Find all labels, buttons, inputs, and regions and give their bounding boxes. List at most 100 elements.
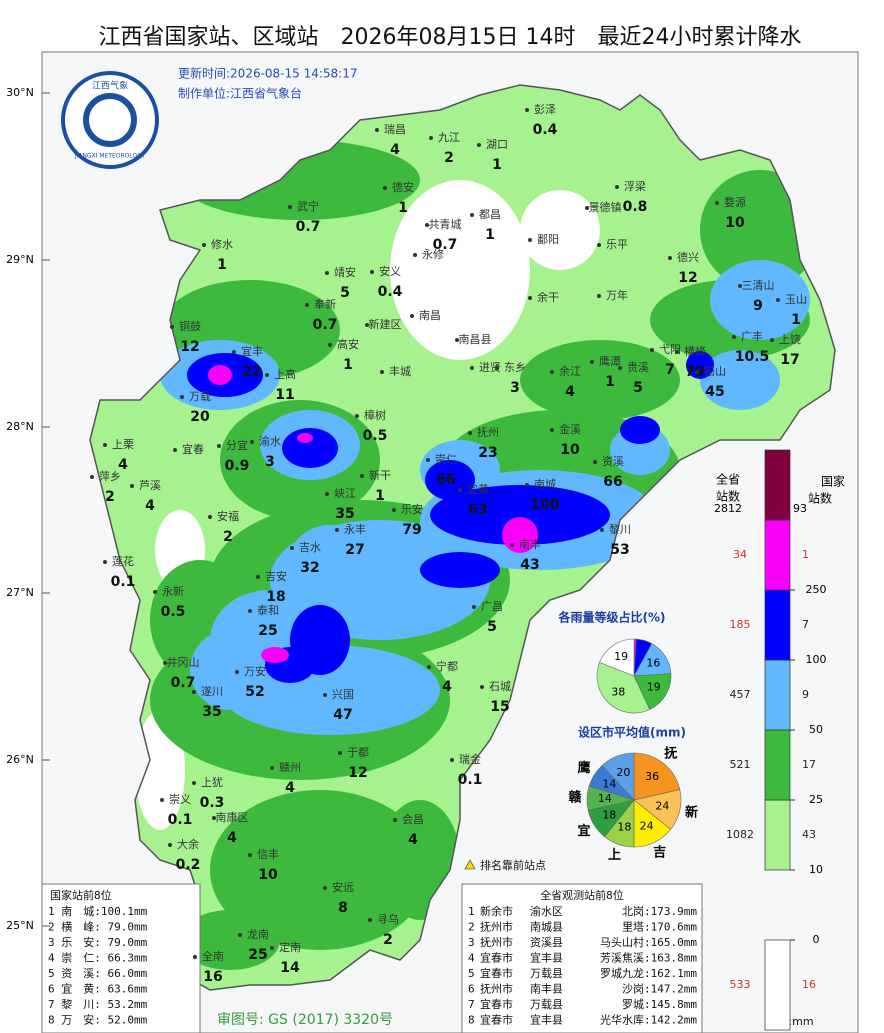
bin-national: 1 xyxy=(802,548,809,561)
place-value: 2 xyxy=(444,150,454,166)
station-dot xyxy=(180,395,184,399)
table-cell: 马头山村:165.0mm xyxy=(600,935,697,949)
station-dot xyxy=(550,428,554,432)
station-dot xyxy=(615,185,619,189)
slice-name: 宜 xyxy=(578,823,591,839)
place-name: 奉新 xyxy=(314,297,336,311)
place-name: 南康区 xyxy=(216,810,249,824)
place-value: 2 xyxy=(105,489,115,505)
legend-bin xyxy=(764,799,791,871)
slice-value: 24 xyxy=(640,819,654,832)
place-name: 湖口 xyxy=(486,138,508,151)
station-dot xyxy=(383,186,387,190)
place-value: 100 xyxy=(530,497,559,513)
place-name: 南昌县 xyxy=(459,333,492,346)
station-dot xyxy=(410,314,414,318)
place-name: 横峰 xyxy=(684,344,706,358)
place-value: 0.4 xyxy=(378,284,403,300)
slice-value: 20 xyxy=(616,766,630,779)
logo-english: JIANGXI METEOROLOGY xyxy=(74,153,146,160)
place-name: 上高 xyxy=(274,367,296,381)
rain-area xyxy=(261,647,289,663)
lat-label: 29°N xyxy=(6,253,34,266)
station-dot xyxy=(590,360,594,364)
station-dot xyxy=(192,690,196,694)
place-name: 上饶 xyxy=(779,333,801,346)
slice-name: 吉 xyxy=(653,846,666,861)
table-row: 6 宜 黄: 63.6mm xyxy=(48,982,148,996)
slice-name: 赣 xyxy=(569,789,583,805)
slice-name: 抚 xyxy=(664,745,677,761)
place-name: 峡江 xyxy=(334,486,356,500)
place-name: 大余 xyxy=(177,837,199,851)
place-name: 余江 xyxy=(559,364,581,378)
station-dot xyxy=(738,284,742,288)
station-dot xyxy=(370,270,374,274)
slice-value: 19 xyxy=(614,650,628,663)
station-dot xyxy=(510,543,514,547)
legend-header: 国家 xyxy=(821,474,845,489)
place-name: 铅山 xyxy=(704,364,726,378)
station-dot xyxy=(477,143,481,147)
place-name: 泰和 xyxy=(257,603,279,617)
place-value: 9 xyxy=(753,298,763,314)
place-value: 0.8 xyxy=(623,199,648,215)
place-value: 25 xyxy=(248,947,267,963)
station-dot xyxy=(368,918,372,922)
place-value: 4 xyxy=(565,384,575,400)
place-name: 井冈山 xyxy=(167,655,200,669)
place-value: 2 xyxy=(383,932,393,948)
table-row: 1 南 城:100.1mm xyxy=(48,905,148,918)
slice-value: 18 xyxy=(617,821,631,834)
table-row: 8 万 安: 52.0mm xyxy=(48,1013,148,1027)
table-cell: 2 xyxy=(468,921,475,934)
legend-bin xyxy=(764,659,791,731)
place-value: 23 xyxy=(478,445,497,461)
table-cell: 里塔:170.6mm xyxy=(622,921,697,934)
rain-area xyxy=(297,433,313,443)
table-cell: 南城县 xyxy=(530,921,563,934)
place-name: 全南 xyxy=(202,949,224,963)
station-dot xyxy=(153,590,157,594)
station-dot xyxy=(429,136,433,140)
place-name: 宜黄 xyxy=(467,482,489,496)
rain-field xyxy=(90,85,835,990)
legend-tick-label: 25 xyxy=(809,793,823,806)
station-dot xyxy=(323,693,327,697)
table-title: 国家站前8位 xyxy=(50,888,112,902)
place-name: 万安 xyxy=(244,664,266,678)
place-value: 1 xyxy=(343,357,353,373)
rain-area xyxy=(700,350,780,410)
lat-label: 30°N xyxy=(6,86,34,99)
place-value: 16 xyxy=(203,969,222,985)
place-name: 武宁 xyxy=(297,199,319,213)
place-value: 18 xyxy=(266,589,285,605)
place-name: 石城 xyxy=(489,680,511,693)
place-name: 玉山 xyxy=(785,293,807,306)
station-dot xyxy=(597,243,601,247)
rain-area xyxy=(710,260,810,340)
place-name: 新建区 xyxy=(369,317,402,331)
rain-area xyxy=(620,416,660,444)
table-cell: 南丰县 xyxy=(530,983,563,996)
place-value: 25 xyxy=(258,623,277,639)
table-cell: 宜春市 xyxy=(480,966,513,980)
station-dot xyxy=(192,781,196,785)
province-table: 全省观测站前8位 xyxy=(461,883,703,1033)
legend-tick-label: 100 xyxy=(806,653,827,666)
place-name: 樟树 xyxy=(364,408,386,422)
place-name: 会昌 xyxy=(402,813,424,826)
station-dot xyxy=(375,128,379,132)
station-dot xyxy=(130,484,134,488)
place-name: 永修 xyxy=(422,247,444,261)
bin-total: 521 xyxy=(730,758,751,771)
place-value: 0.7 xyxy=(433,237,458,253)
lat-label: 25°N xyxy=(6,919,34,932)
place-name: 新干 xyxy=(369,468,391,482)
table-row: 7 黎 川: 53.2mm xyxy=(48,997,148,1011)
station-dot xyxy=(270,946,274,950)
table-cell: 宜春市 xyxy=(480,1013,513,1027)
place-value: 1 xyxy=(398,200,408,216)
place-name: 安福 xyxy=(217,509,239,523)
station-dot xyxy=(597,294,601,298)
